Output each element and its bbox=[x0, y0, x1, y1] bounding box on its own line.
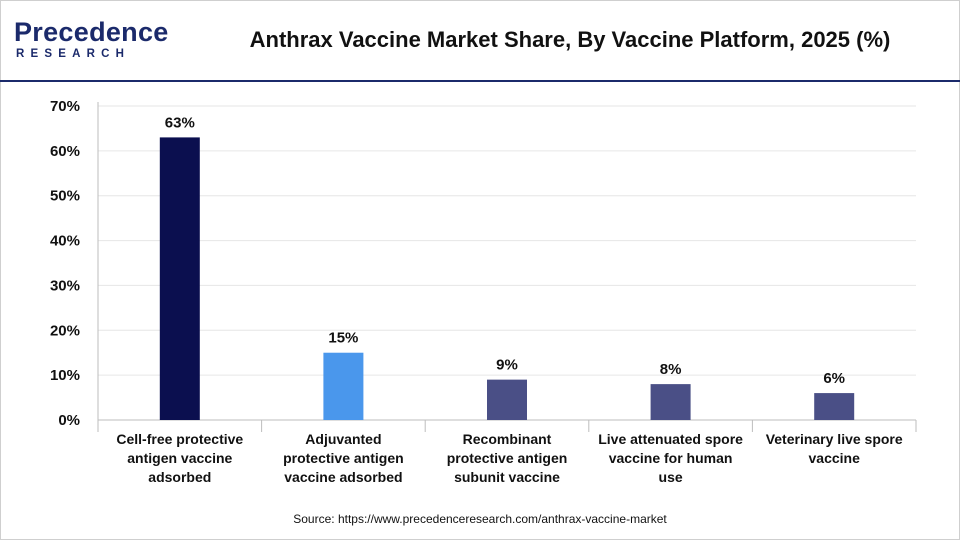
x-tick-label: vaccine bbox=[809, 450, 861, 466]
bar bbox=[159, 137, 200, 420]
y-tick-label: 60% bbox=[50, 143, 80, 160]
x-tick-label: vaccine adsorbed bbox=[284, 469, 402, 485]
data-label: 8% bbox=[660, 361, 682, 378]
bar bbox=[487, 379, 527, 420]
bar-chart: 0% 10% 20% 30% 40% 50% 60% 70% 63% Cell-free prot… bbox=[50, 98, 917, 485]
x-tick-label: protective antigen bbox=[283, 450, 404, 466]
x-tick-label: protective antigen bbox=[447, 450, 568, 466]
source-note: Source: https://www.precedenceresearch.c… bbox=[293, 512, 667, 526]
logo-wordmark: Precedence bbox=[14, 17, 169, 47]
x-tick-label: Adjuvanted bbox=[305, 431, 381, 447]
x-tick-label: Cell-free protective bbox=[116, 431, 243, 447]
x-tick-label: Live attenuated spore bbox=[598, 431, 743, 447]
x-tick-label: Veterinary live spore bbox=[766, 431, 903, 447]
y-tick-label: 40% bbox=[50, 233, 80, 250]
header: Precedence RESEARCH Anthrax Vaccine Mark… bbox=[0, 0, 960, 80]
bar bbox=[323, 352, 364, 420]
brand-logo: Precedence RESEARCH bbox=[14, 17, 168, 63]
data-label: 9% bbox=[496, 357, 518, 374]
data-label: 6% bbox=[823, 370, 845, 387]
y-tick-label: 50% bbox=[50, 188, 80, 205]
x-tick-label: antigen vaccine bbox=[127, 450, 232, 466]
chart-title: Anthrax Vaccine Market Share, By Vaccine… bbox=[249, 27, 891, 52]
y-tick-label: 20% bbox=[50, 322, 80, 339]
y-tick-label: 10% bbox=[50, 367, 80, 384]
data-label: 15% bbox=[328, 330, 358, 347]
y-tick-label: 0% bbox=[58, 412, 80, 429]
y-tick-label: 70% bbox=[50, 98, 80, 115]
data-label: 63% bbox=[165, 114, 195, 131]
x-tick-label: subunit vaccine bbox=[454, 469, 560, 485]
logo-subtitle: RESEARCH bbox=[16, 48, 131, 60]
header-divider bbox=[0, 80, 960, 82]
y-tick-label: 30% bbox=[50, 277, 80, 294]
x-tick-label: use bbox=[659, 469, 683, 485]
bar bbox=[650, 384, 691, 420]
x-tick-label: vaccine for human bbox=[609, 450, 733, 466]
bar bbox=[814, 393, 855, 420]
x-tick-label: Recombinant bbox=[463, 431, 552, 447]
x-tick-label: adsorbed bbox=[148, 469, 211, 485]
